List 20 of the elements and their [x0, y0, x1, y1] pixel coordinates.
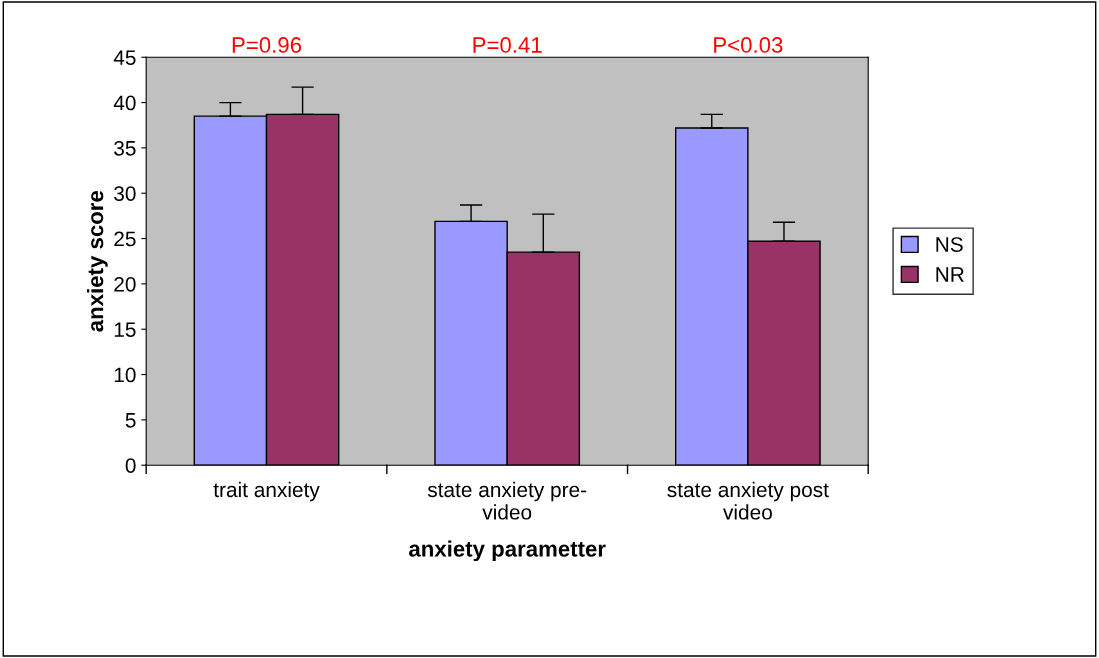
- text: P<0.03: [714, 37, 783, 53]
- y-tick-label: 10: [114, 367, 136, 383]
- y-tick-label: 0: [125, 458, 136, 473]
- x-axis-title: anxiety parametter: [409, 540, 606, 562]
- y-tick-label: 40: [113, 95, 136, 111]
- y-axis-title: anxiety score: [87, 190, 108, 332]
- y-tick-label: 15: [114, 322, 136, 337]
- y-tick-label: 35: [114, 140, 136, 156]
- text: P=0.41: [473, 37, 542, 53]
- y-tick-label: 45: [113, 50, 136, 65]
- legend-label: NS: [936, 237, 963, 252]
- y-tick-label: 5: [125, 413, 136, 428]
- y-tick-label: 25: [114, 231, 136, 247]
- y-tick-label: 30: [114, 186, 136, 201]
- text: P=0.96: [232, 37, 302, 53]
- legend-label: NR: [936, 267, 964, 282]
- y-tick-label: 20: [114, 276, 136, 292]
- x-tick-label: trait anxiety: [213, 481, 320, 502]
- x-tick-label: state anxiety post video: [667, 481, 829, 520]
- x-tick-label: state anxiety pre- video: [427, 481, 587, 520]
